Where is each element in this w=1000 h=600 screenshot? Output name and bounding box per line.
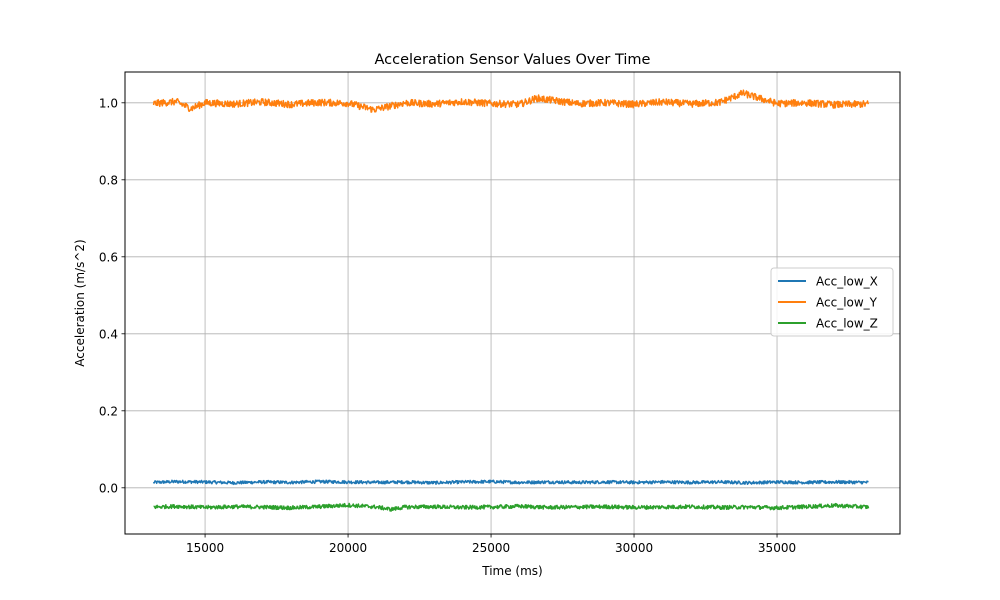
x-tick-label: 30000: [615, 541, 653, 555]
series-line-acc-low-y: [152, 89, 870, 113]
y-axis-ticks: 0.0 0.2 0.4 0.6 0.8 1.0: [99, 96, 125, 495]
y-tick-label: 0.0: [99, 481, 118, 495]
y-tick-label: 0.2: [99, 404, 118, 418]
chart-title: Acceleration Sensor Values Over Time: [375, 52, 651, 68]
x-tick-label: 35000: [758, 541, 796, 555]
y-tick-label: 0.4: [99, 327, 118, 341]
y-tick-label: 0.8: [99, 173, 118, 187]
legend-label: Acc_low_Z: [816, 317, 878, 331]
y-tick-label: 1.0: [99, 96, 118, 110]
y-axis-label: Acceleration (m/s^2): [73, 239, 87, 366]
y-tick-label: 0.6: [99, 250, 118, 264]
legend-label: Acc_low_X: [816, 275, 878, 289]
x-axis-ticks: 15000 20000 25000 30000 35000: [186, 534, 796, 555]
x-tick-label: 20000: [329, 541, 367, 555]
x-tick-label: 15000: [186, 541, 224, 555]
plot-frame: [124, 71, 901, 535]
legend: Acc_low_X Acc_low_Y Acc_low_Z: [770, 267, 894, 337]
x-tick-label: 25000: [472, 541, 510, 555]
legend-box: [770, 267, 894, 337]
x-axis-label: Time (ms): [481, 564, 543, 578]
series-lines: [152, 89, 870, 512]
series-line-acc-low-z: [153, 502, 870, 512]
series-line-acc-low-x: [152, 479, 869, 486]
legend-label: Acc_low_Y: [816, 296, 878, 310]
